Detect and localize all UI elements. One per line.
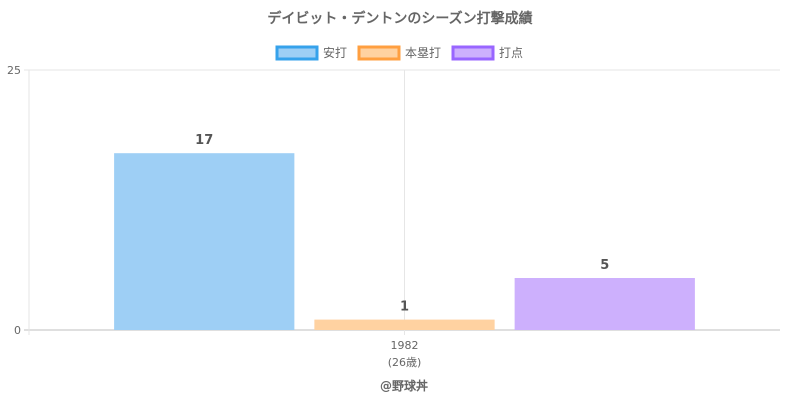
bar-本塁打 bbox=[314, 319, 495, 330]
y-tick-label: 25 bbox=[7, 64, 21, 77]
legend-item-打点: 打点 bbox=[451, 45, 523, 61]
footer-credit: @野球丼 bbox=[380, 378, 428, 393]
legend-swatch bbox=[357, 45, 401, 61]
legend-swatch bbox=[451, 45, 495, 61]
chart-title: デイビット・デントンのシーズン打撃成績 bbox=[267, 10, 532, 27]
legend-swatch bbox=[275, 45, 319, 61]
x-tick-label: 1982 bbox=[391, 339, 419, 352]
bar-打点 bbox=[514, 278, 695, 330]
legend: 安打 本塁打 打点 bbox=[275, 45, 523, 61]
legend-label: 安打 bbox=[323, 45, 347, 60]
data-label: 5 bbox=[600, 258, 609, 273]
legend-label: 本塁打 bbox=[405, 46, 441, 60]
y-tick-label: 0 bbox=[14, 324, 21, 337]
legend-item-本塁打: 本塁打 bbox=[357, 45, 441, 61]
legend-label: 打点 bbox=[499, 46, 523, 60]
data-label: 17 bbox=[195, 133, 213, 148]
x-tick-sublabel: (26歳) bbox=[388, 356, 422, 369]
axes: 0 25 1982 (26歳) bbox=[7, 64, 421, 369]
data-label: 1 bbox=[400, 300, 409, 315]
bar-安打 bbox=[114, 153, 295, 330]
legend-item-安打: 安打 bbox=[275, 45, 347, 61]
